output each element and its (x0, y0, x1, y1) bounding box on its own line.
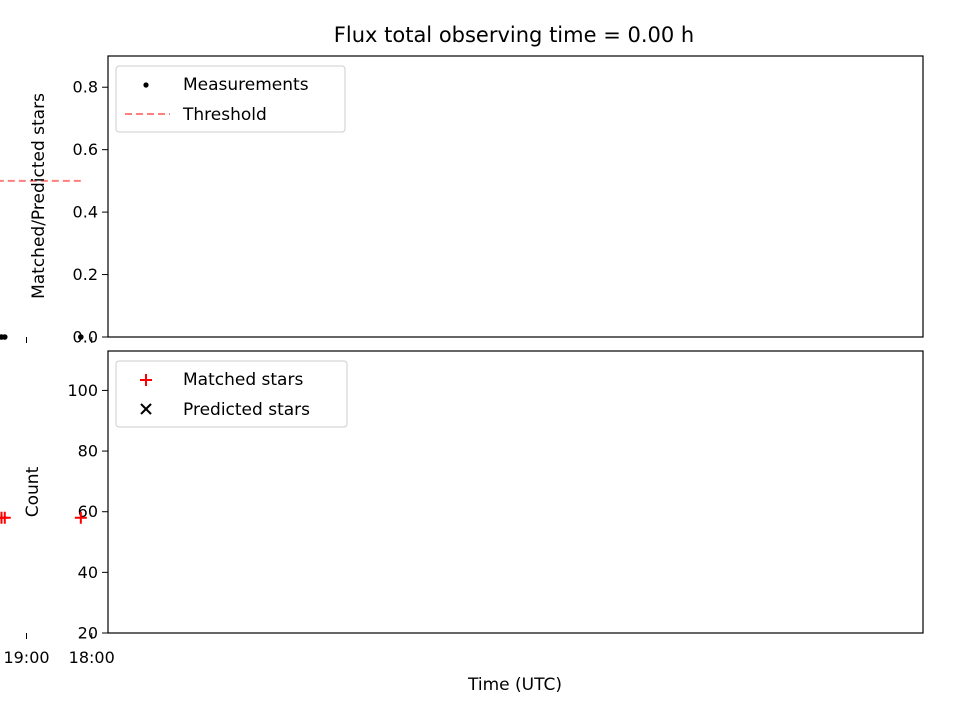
bottom-y-tick-label: 100 (67, 381, 98, 400)
top-y-tick-label: 0.2 (73, 265, 98, 284)
matched-legend-marker (140, 374, 152, 386)
x-axis-label: Time (UTC) (467, 675, 562, 695)
top-y-tick-label: 0.4 (73, 203, 98, 222)
chart-title: Flux total observing time = 0.00 h (334, 23, 694, 47)
top-y-tick-label: 0.6 (73, 140, 98, 159)
top-legend-box (115, 65, 346, 133)
measurements-point (0, 334, 5, 340)
bottom-y-tick-label: 20 (78, 624, 98, 643)
x-tick-label: 19:00 (3, 648, 49, 667)
bottom-panel: 2040608010018:0019:0020:0021:0022:0023:0… (0, 350, 924, 695)
top-y-tick-label: 0.8 (73, 78, 98, 97)
bottom-plot-marks (0, 511, 87, 524)
bottom-y-tick-label: 40 (78, 563, 98, 582)
top-y-axis-label: Matched/Predicted stars (29, 93, 49, 299)
top-plot-marks (0, 179, 84, 340)
matched-stars-point (0, 516, 5, 519)
matched-legend-label: Matched stars (183, 370, 303, 390)
bottom-y-axis-label: Count (23, 466, 43, 517)
bottom-y-tick-label: 80 (78, 442, 98, 461)
predicted-legend-marker (140, 403, 152, 415)
bottom-legend: Matched stars Predicted stars (115, 360, 348, 428)
bottom-y-tick-label: 60 (78, 502, 98, 521)
measurements-legend-label: Measurements (183, 75, 309, 95)
measurements-legend-marker (143, 82, 149, 88)
x-tick-label: 18:00 (69, 648, 115, 667)
measurements-point (0, 334, 2, 340)
matched-stars-point (74, 511, 87, 524)
threshold-legend-label: Threshold (182, 105, 267, 125)
predicted-legend-label: Predicted stars (183, 400, 310, 420)
bottom-legend-box (115, 360, 348, 428)
measurements-point (78, 334, 84, 340)
bottom-axes-frame (107, 350, 924, 634)
top-y-tick-label: 0.0 (73, 328, 98, 347)
top-legend: Measurements Threshold (115, 65, 346, 133)
top-panel: 0.00.20.40.60.8 Matched/Predicted stars … (0, 55, 924, 347)
top-axes-frame (107, 55, 924, 338)
